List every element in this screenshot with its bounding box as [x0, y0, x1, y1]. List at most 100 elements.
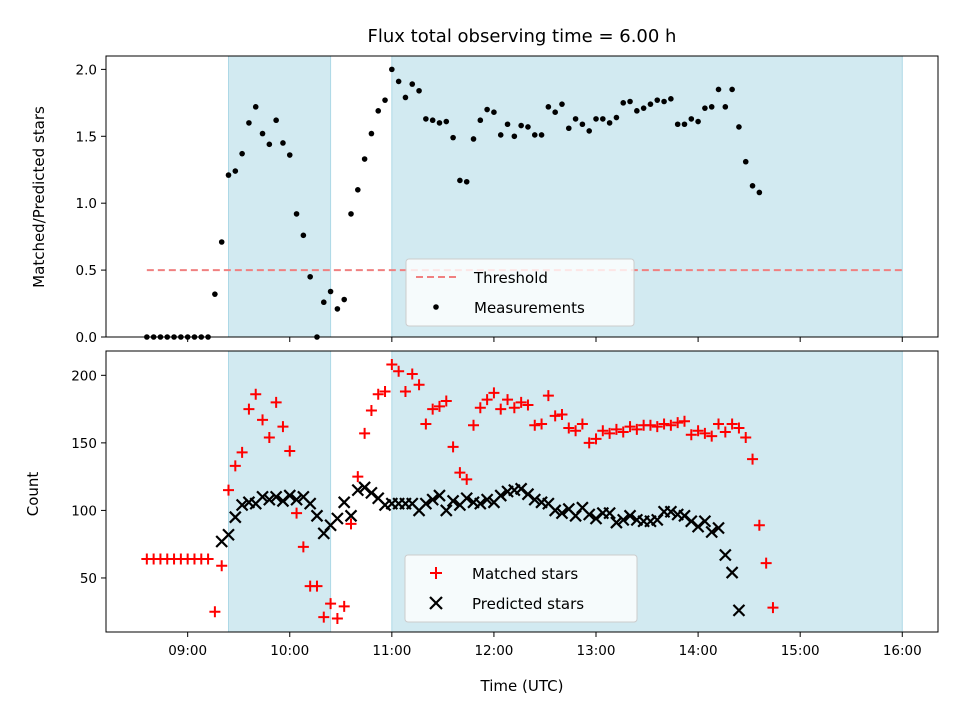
measurement-point: [593, 116, 599, 122]
matched-stars-point: [495, 403, 507, 415]
matched-stars-point: [644, 419, 656, 431]
measurement-point: [518, 122, 524, 129]
predicted-stars-point: [664, 505, 678, 519]
matched-stars-point: [597, 425, 609, 437]
measurement-point: [606, 120, 613, 126]
predicted-stars-point: [440, 504, 453, 517]
matched-stars-point: [209, 606, 221, 618]
measurement-point: [749, 182, 756, 189]
measurement-point: [300, 232, 307, 239]
measurement-point: [688, 116, 695, 122]
predicted-stars-point: [582, 508, 596, 521]
measurement-point: [559, 101, 565, 107]
legend-predicted-label: Predicted stars: [472, 595, 584, 613]
predicted-stars-point: [310, 509, 324, 523]
measurement-point: [225, 172, 232, 178]
predicted-stars-point: [269, 490, 283, 504]
predicted-stars-point: [446, 494, 460, 508]
measurement-point: [640, 105, 647, 111]
measurement-point: [436, 120, 443, 126]
matched-stars-point: [216, 560, 228, 572]
measurement-point: [212, 291, 218, 297]
matched-stars-point: [515, 396, 527, 408]
matched-stars-point: [719, 426, 731, 438]
y-tick-label: 1.0: [76, 196, 97, 212]
matched-stars-point: [508, 402, 520, 414]
predicted-stars-point: [351, 483, 365, 497]
measurement-point: [702, 105, 708, 111]
measurement-point: [232, 168, 239, 174]
measurement-point: [477, 117, 484, 124]
matched-stars-point: [658, 418, 670, 430]
matched-stars-point: [284, 445, 296, 457]
predicted-stars-point: [433, 489, 446, 502]
bottom-x-ticks: 09:00 10:00 11:00 12:00 13:00 14:00 15:00 16:00: [168, 632, 922, 659]
x-tick-label: 09:00: [168, 643, 207, 659]
matched-stars-point: [610, 423, 622, 435]
measurement-point: [674, 121, 681, 128]
measurement-point: [504, 121, 511, 128]
ratio-panel: 0.00.51.01.52.0 Matched/Predicted stars …: [30, 55, 939, 346]
predicted-stars-point: [616, 513, 630, 527]
matched-stars-point: [576, 418, 588, 430]
measurement-point: [375, 108, 382, 114]
measurement-point: [647, 101, 654, 107]
matched-stars-point: [325, 598, 337, 610]
measurement-point: [565, 125, 572, 132]
predicted-stars-point: [712, 521, 725, 535]
y-tick-label: 0.0: [76, 330, 97, 346]
predicted-stars-point: [603, 506, 616, 520]
y-tick-label: 200: [71, 368, 97, 384]
matched-stars-point: [760, 557, 772, 569]
measurement-point: [620, 100, 627, 106]
predicted-stars-point: [725, 566, 739, 579]
measurement-point: [634, 108, 640, 114]
measurement-point: [531, 132, 538, 138]
measurements-series: [144, 66, 763, 340]
matched-stars-point: [433, 400, 445, 412]
matched-stars-point: [372, 388, 384, 400]
predicted-stars-point: [426, 493, 439, 506]
predicted-stars-point: [283, 489, 297, 502]
matched-stars-point: [291, 507, 303, 519]
top-axes-frame: [105, 55, 939, 338]
y-tick-label: 50: [80, 571, 97, 587]
measurement-point: [348, 211, 354, 217]
measurement-point: [239, 150, 245, 157]
matched-stars-point: [522, 399, 534, 411]
measurement-point: [572, 116, 579, 122]
matched-stars-point: [556, 408, 568, 420]
matched-stars-point: [536, 418, 548, 430]
legend-measurements-swatch: [433, 304, 439, 310]
matched-stars-point: [481, 394, 493, 406]
matched-stars-point: [461, 473, 473, 485]
predicted-stars-point: [344, 509, 358, 523]
top-y-axis-label: Matched/Predicted stars: [30, 106, 48, 288]
matched-stars-point: [488, 387, 500, 399]
top-x-ticks: [187, 337, 903, 342]
matched-stars-point: [202, 553, 214, 565]
measurement-point: [613, 114, 620, 121]
predicted-stars-point: [419, 497, 433, 510]
bottom-axes-frame: [105, 350, 939, 633]
legend-threshold-label: Threshold: [473, 269, 548, 287]
measurement-point: [327, 288, 334, 295]
predicted-stars-point: [229, 510, 242, 524]
matched-stars-point: [678, 415, 690, 427]
matched-stars-point: [270, 396, 282, 408]
matched-stars-point: [277, 421, 289, 433]
matched-stars-point: [699, 427, 711, 439]
x-axis-label: Time (UTC): [480, 677, 564, 695]
bottom-legend-box: [404, 554, 638, 623]
predicted-stars-point: [548, 504, 562, 517]
x-tick-label: 14:00: [679, 643, 718, 659]
predicted-stars-point: [528, 493, 542, 506]
measurement-point: [307, 273, 313, 280]
measurement-point: [320, 299, 327, 306]
matched-stars-point: [311, 580, 323, 592]
predicted-stars-point: [610, 516, 623, 529]
matched-stars-point: [474, 402, 486, 414]
matched-stars-point: [740, 431, 752, 443]
matched-stars-point: [624, 421, 636, 433]
